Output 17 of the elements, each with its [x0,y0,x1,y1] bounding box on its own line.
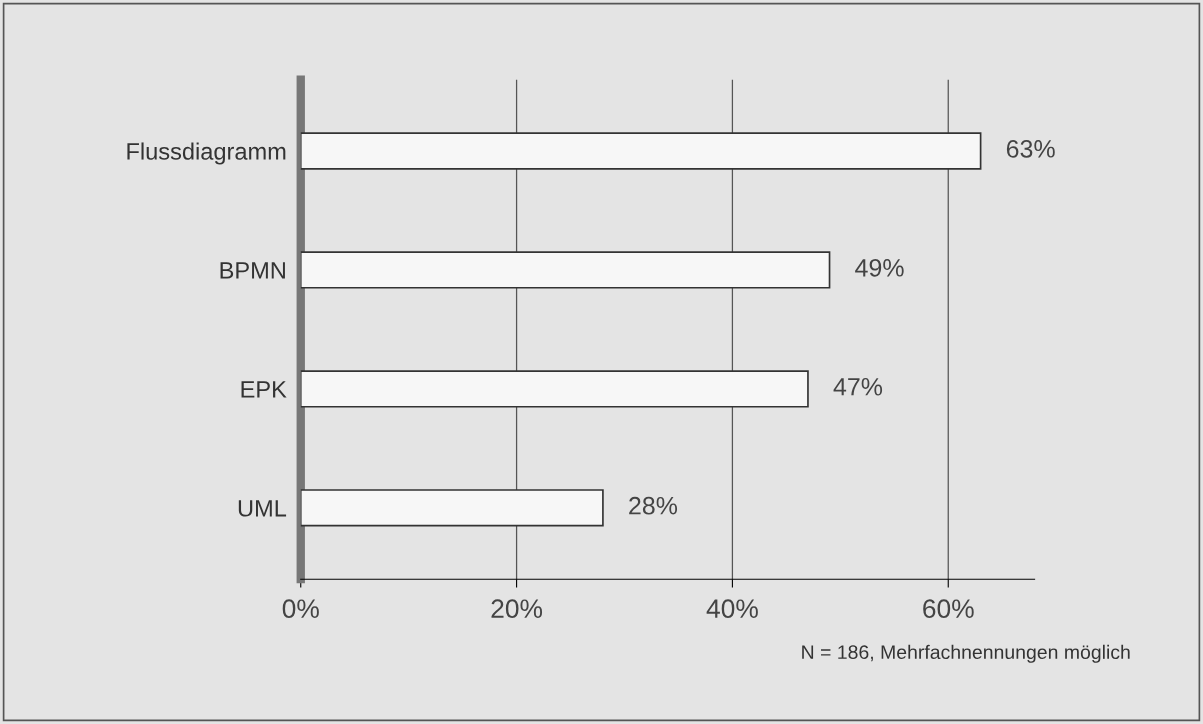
text: N = 186, Mehrfachnennungen möglich [802,644,1130,663]
y-tick-label: UML [238,500,287,517]
y-tick-label: BPMN [220,262,285,279]
bar [300,370,809,408]
data-label: 47% [833,378,883,396]
data-label: 63% [1006,140,1055,158]
data-label: 49% [855,258,904,277]
y-tick-label: EPK [241,381,287,398]
bar [300,251,831,289]
data-label: 28% [629,496,678,515]
bar [300,132,982,170]
y-tick-label: Flussdiagramm [127,142,286,165]
x-tick-label: 40% [706,599,758,619]
bar [300,489,604,527]
x-tick-label: 0% [282,599,319,619]
x-tick-label: 20% [491,599,543,619]
x-tick-label: 60% [923,599,974,619]
